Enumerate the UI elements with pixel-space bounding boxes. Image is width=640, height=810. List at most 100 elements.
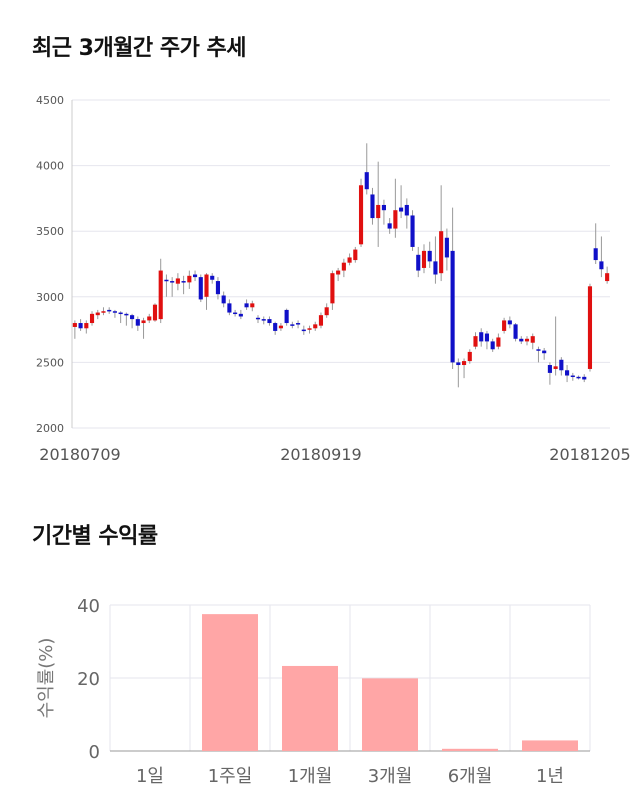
candle xyxy=(112,309,117,318)
candle xyxy=(393,178,398,238)
candle xyxy=(238,309,243,320)
y-tick-label: 3500 xyxy=(36,225,64,238)
candle xyxy=(152,303,158,322)
candle xyxy=(170,277,175,297)
candle xyxy=(370,187,375,225)
candle xyxy=(164,274,169,297)
candle xyxy=(547,362,552,385)
candle xyxy=(439,185,444,282)
candle xyxy=(198,274,203,303)
candle xyxy=(284,308,289,326)
candle xyxy=(181,275,186,295)
candle xyxy=(135,316,140,331)
candle xyxy=(490,338,495,352)
candle xyxy=(565,365,570,383)
candle xyxy=(433,236,438,284)
candle xyxy=(341,258,346,278)
candle xyxy=(605,266,610,284)
candle xyxy=(101,307,106,316)
candle xyxy=(576,375,581,380)
x-tick-label: 1주일 xyxy=(208,766,253,787)
candle xyxy=(444,228,449,271)
candle xyxy=(227,299,232,316)
candle xyxy=(599,236,604,278)
candle xyxy=(124,312,129,326)
candle xyxy=(158,258,163,324)
candle xyxy=(479,328,484,347)
candle xyxy=(324,303,329,318)
candle xyxy=(89,311,95,326)
candle xyxy=(141,317,146,339)
candle xyxy=(175,273,180,291)
x-tick-label: 20181205 xyxy=(549,445,630,464)
candle xyxy=(587,283,593,372)
candle xyxy=(502,317,507,334)
candle xyxy=(519,336,524,345)
candle xyxy=(187,270,192,289)
candle xyxy=(496,333,501,350)
candle xyxy=(307,325,312,334)
candle xyxy=(204,273,209,310)
candle xyxy=(456,358,461,388)
y-tick-label: 4000 xyxy=(36,160,64,173)
x-tick-label: 3개월 xyxy=(368,766,413,787)
candle xyxy=(524,336,530,346)
candle xyxy=(530,333,535,350)
y-tick-label: 40 xyxy=(77,596,100,617)
candle xyxy=(364,143,369,195)
candle xyxy=(267,316,272,326)
bar xyxy=(202,614,258,751)
candle xyxy=(507,316,512,329)
candle xyxy=(130,313,135,329)
candle xyxy=(473,332,478,350)
candle xyxy=(210,273,215,284)
candle xyxy=(221,291,226,308)
candle xyxy=(358,178,364,247)
x-tick-label: 20180919 xyxy=(280,445,361,464)
candle xyxy=(593,223,598,264)
bar xyxy=(362,678,418,751)
x-tick-label: 1년 xyxy=(536,766,564,787)
candle xyxy=(192,270,198,282)
candle xyxy=(318,312,324,329)
y-tick-label: 20 xyxy=(77,669,100,690)
candle xyxy=(95,309,100,320)
price-trend-chart: 2000 2500 3000 3500 4000 4500 20180709 2018091… xyxy=(36,94,631,464)
candle xyxy=(387,218,392,234)
candle xyxy=(147,313,152,324)
y-tick-label: 2000 xyxy=(36,422,64,435)
candle xyxy=(233,309,238,317)
candle xyxy=(421,244,427,274)
candle xyxy=(84,320,89,334)
bar xyxy=(442,748,498,751)
x-tick-label: 20180709 xyxy=(39,445,120,464)
candle xyxy=(255,315,261,324)
candle xyxy=(570,372,575,381)
candle xyxy=(410,210,415,251)
candle xyxy=(467,349,472,364)
y-tick-label: 2500 xyxy=(36,356,64,369)
candle xyxy=(376,161,381,247)
candle xyxy=(450,207,455,369)
candle xyxy=(553,316,558,376)
candle xyxy=(313,321,318,331)
candle xyxy=(244,299,249,310)
candle xyxy=(461,358,467,379)
candle xyxy=(72,320,77,339)
candle xyxy=(416,246,421,278)
candle xyxy=(404,198,409,229)
candle xyxy=(215,277,221,300)
candle xyxy=(261,316,266,325)
candle xyxy=(484,330,490,350)
candle xyxy=(273,321,278,335)
x-tick-label: 1일 xyxy=(136,766,164,787)
candle xyxy=(301,325,306,335)
candle xyxy=(559,357,564,376)
candle xyxy=(336,267,341,282)
candle xyxy=(399,185,404,219)
x-tick-label: 1개월 xyxy=(288,766,333,787)
candle xyxy=(513,323,518,342)
period-returns-title: 기간별 수익률 xyxy=(32,524,158,549)
bar xyxy=(282,665,338,751)
candle xyxy=(427,241,432,268)
